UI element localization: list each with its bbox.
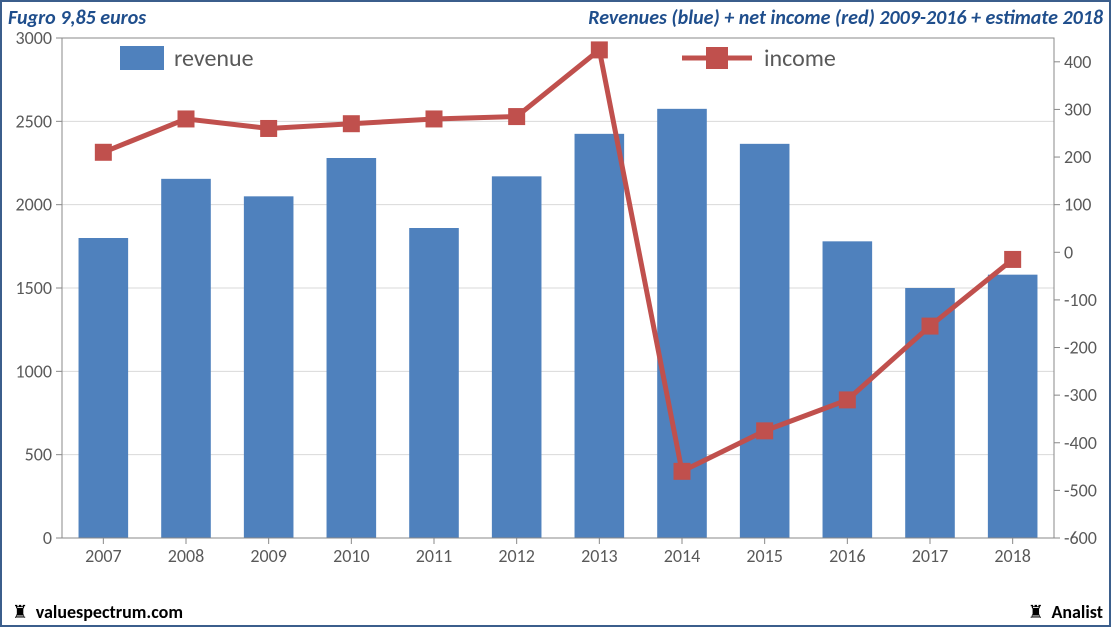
- income-marker-2017: [922, 318, 938, 334]
- x-tick: 2008: [168, 545, 205, 567]
- chart-area: 050010001500200025003000-600-500-400-300…: [2, 30, 1109, 602]
- footer-left-text: valuespectrum.com: [36, 601, 183, 623]
- legend-revenue-swatch: [120, 46, 164, 70]
- yl-tick: 0: [43, 527, 52, 549]
- footer-bar: ♜ valuespectrum.com ♜ Analist: [8, 601, 1103, 623]
- footer-left: ♜ valuespectrum.com: [8, 601, 183, 623]
- bar-2018: [988, 275, 1038, 538]
- legend-income-marker: [706, 47, 728, 69]
- yr-tick: 100: [1064, 194, 1091, 216]
- bar-2013: [575, 134, 625, 538]
- x-tick: 2016: [829, 545, 866, 567]
- yr-tick: 400: [1064, 51, 1091, 73]
- footer-right-text: Analist: [1051, 601, 1103, 623]
- yr-tick: -400: [1064, 432, 1097, 454]
- x-tick: 2007: [85, 545, 122, 567]
- x-tick: 2018: [994, 545, 1031, 567]
- yr-tick: -300: [1064, 384, 1097, 406]
- yr-tick: 300: [1064, 98, 1091, 120]
- x-tick: 2011: [416, 545, 453, 567]
- income-marker-2007: [95, 144, 111, 160]
- income-marker-2015: [757, 423, 773, 439]
- x-tick: 2009: [250, 545, 287, 567]
- x-tick: 2010: [333, 545, 370, 567]
- yl-tick: 1500: [16, 277, 53, 299]
- yl-tick: 500: [25, 444, 52, 466]
- x-tick: 2014: [664, 545, 701, 567]
- bar-2007: [79, 238, 129, 538]
- yl-tick: 1000: [16, 360, 53, 382]
- yr-tick: -100: [1064, 289, 1097, 311]
- income-marker-2009: [261, 120, 277, 136]
- x-tick: 2012: [498, 545, 535, 567]
- yr-tick: 0: [1064, 241, 1073, 263]
- title-bar: Fugro 9,85 euros Revenues (blue) + net i…: [8, 6, 1103, 30]
- income-marker-2016: [839, 392, 855, 408]
- yr-tick: -500: [1064, 479, 1097, 501]
- x-tick: 2015: [746, 545, 783, 567]
- yl-tick: 3000: [16, 30, 53, 49]
- title-left: Fugro 9,85 euros: [8, 6, 146, 30]
- income-marker-2014: [674, 463, 690, 479]
- income-marker-2011: [426, 111, 442, 127]
- yr-tick: -200: [1064, 337, 1097, 359]
- income-marker-2008: [178, 111, 194, 127]
- income-marker-2018: [1005, 251, 1021, 267]
- chart-svg: 050010001500200025003000-600-500-400-300…: [2, 30, 1109, 602]
- title-right: Revenues (blue) + net income (red) 2009-…: [588, 6, 1103, 30]
- bar-2012: [492, 176, 542, 538]
- x-tick: 2017: [912, 545, 949, 567]
- bar-2008: [161, 179, 211, 538]
- bar-2015: [740, 144, 790, 538]
- chart-frame: Fugro 9,85 euros Revenues (blue) + net i…: [0, 0, 1111, 627]
- yr-tick: -600: [1064, 527, 1097, 549]
- bar-2011: [409, 228, 459, 538]
- bar-2016: [823, 241, 873, 538]
- rook-icon: ♜: [12, 601, 28, 623]
- income-marker-2010: [343, 116, 359, 132]
- bar-2010: [327, 158, 377, 538]
- income-marker-2012: [509, 109, 525, 125]
- yr-tick: 200: [1064, 146, 1091, 168]
- income-line: [103, 50, 1012, 471]
- income-marker-2013: [591, 42, 607, 58]
- yl-tick: 2500: [16, 110, 53, 132]
- bar-2009: [244, 196, 294, 538]
- yl-tick: 2000: [16, 194, 53, 216]
- legend-income-label: income: [764, 44, 836, 73]
- footer-right: ♜ Analist: [1024, 601, 1103, 623]
- legend-revenue-label: revenue: [174, 44, 254, 73]
- rook-icon: ♜: [1028, 601, 1044, 623]
- x-tick: 2013: [581, 545, 618, 567]
